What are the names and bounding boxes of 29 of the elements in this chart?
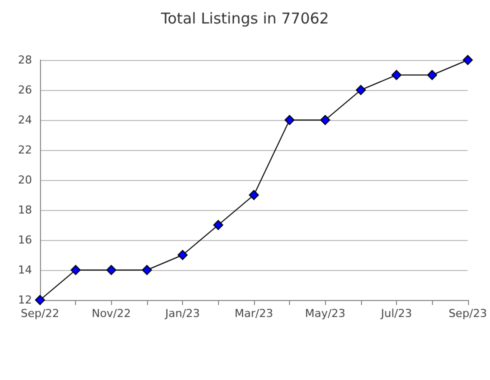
y-tick-label: 14	[18, 264, 32, 276]
point	[142, 265, 152, 275]
y-tick-label: 24	[18, 114, 32, 126]
point	[427, 70, 438, 80]
point	[356, 85, 366, 95]
y-tick-label: 22	[18, 144, 32, 156]
point	[248, 190, 259, 200]
x-tick-label: Jan/23	[164, 307, 200, 320]
x-tick-label: Nov/22	[92, 307, 131, 320]
y-tick-label: 26	[18, 84, 32, 96]
x-tick-label: Sep/22	[20, 307, 60, 320]
x-tick-label: May/23	[304, 307, 346, 320]
point	[106, 265, 116, 275]
point	[70, 265, 81, 275]
y-tick-label: 28	[18, 54, 32, 66]
point	[213, 220, 224, 230]
y-tick-label: 12	[18, 294, 32, 306]
point	[284, 115, 295, 125]
x-tick-label: Mar/23	[234, 307, 274, 320]
point	[391, 70, 402, 80]
y-tick-label: 18	[18, 204, 32, 216]
y-tick-label: 16	[18, 234, 32, 246]
x-tick-label: Sep/23	[448, 307, 487, 320]
point	[178, 250, 188, 260]
y-tick-label: 20	[18, 174, 32, 186]
x-tick-label: Jul/23	[380, 307, 412, 320]
chart-title: Total Listings in 77062	[160, 10, 329, 28]
point	[462, 55, 473, 65]
point	[320, 115, 330, 125]
